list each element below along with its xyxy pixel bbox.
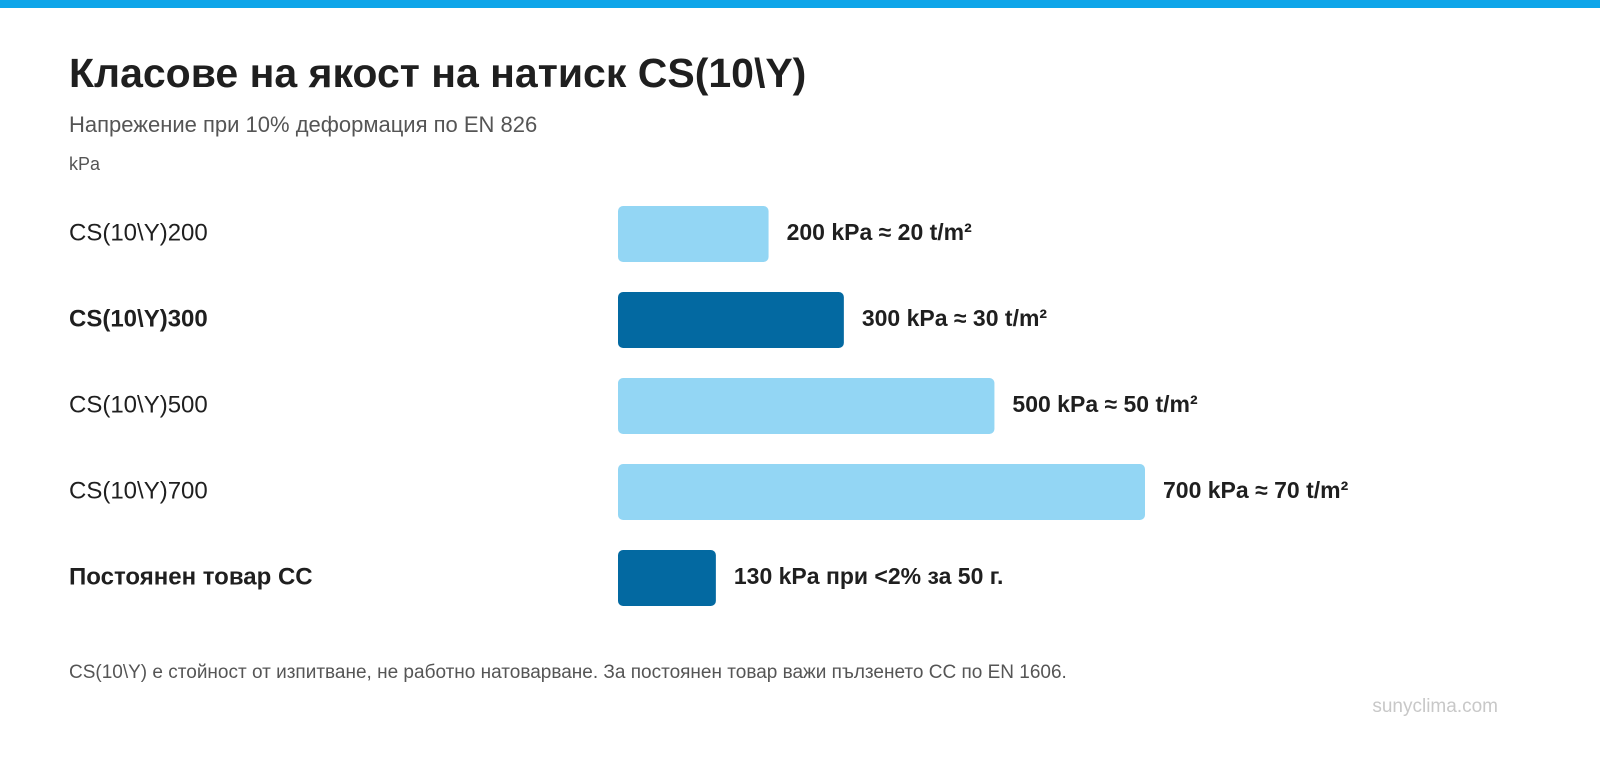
category-label: Постоянен товар CC [69,563,313,590]
value-label: 500 kPa ≈ 50 t/m² [1012,391,1198,417]
value-label: 300 kPa ≈ 30 t/m² [862,305,1048,331]
source: sunyclima.com [1372,696,1498,717]
value-label: 700 kPa ≈ 70 t/m² [1163,477,1349,503]
category-label: CS(10\Y)500 [69,391,208,418]
bar [618,378,995,434]
category-label: CS(10\Y)300 [69,305,208,332]
footnote: CS(10\Y) е стойност от изпитване, не раб… [69,662,1067,683]
value-label: 130 kPa при <2% за 50 г. [734,563,1004,589]
bar [618,464,1145,520]
bar [618,550,716,606]
bar [618,292,844,348]
chart-title: Класове на якост на натиск CS(10\Y) [69,50,806,96]
category-label: CS(10\Y)200 [69,219,208,246]
value-label: 200 kPa ≈ 20 t/m² [787,219,973,245]
bar [618,206,769,262]
top-accent [0,0,1600,8]
chart-subtitle: Напрежение при 10% деформация по EN 826 [69,112,537,137]
category-label: CS(10\Y)700 [69,477,208,504]
unit-label: kPa [69,154,101,174]
